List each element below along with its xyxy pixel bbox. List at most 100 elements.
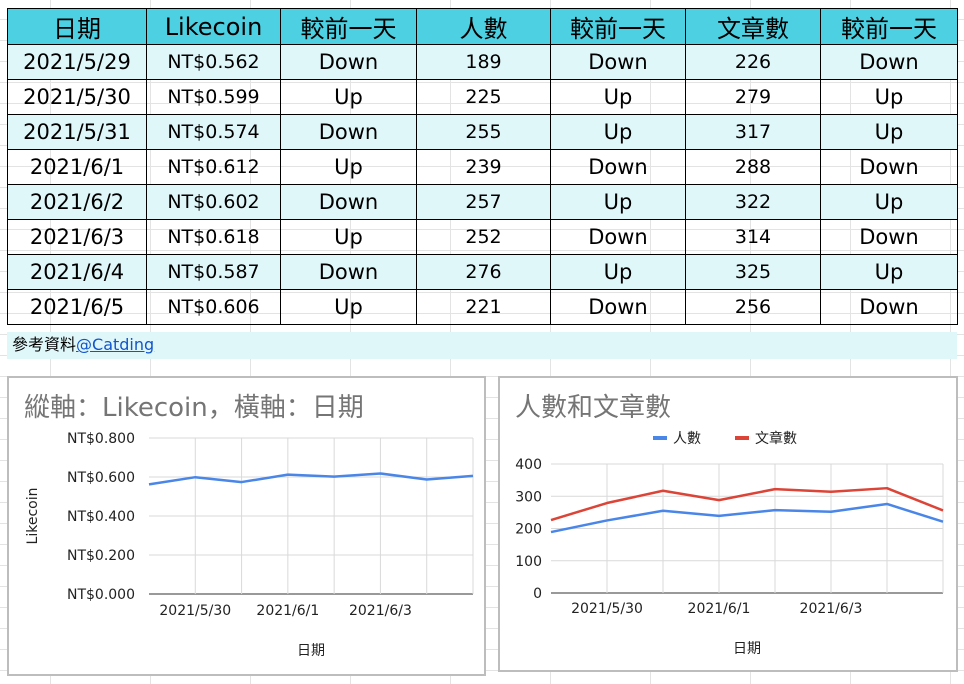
y-tick-label: 100 (515, 554, 542, 570)
cell-people[interactable]: 221 (416, 289, 551, 325)
chart-title: 人數和文章數 (515, 393, 671, 423)
header-people[interactable]: 人數 (416, 8, 551, 45)
cell-change[interactable]: Down (820, 149, 958, 185)
header-likecoin-change[interactable]: 較前一天 (280, 8, 417, 45)
series-line-2 (550, 486, 944, 522)
y-tick-label: 300 (515, 489, 542, 505)
reference-row[interactable]: 參考資料@Catding (7, 332, 957, 359)
header-articles-change[interactable]: 較前一天 (820, 8, 958, 45)
cell-articles[interactable]: 317 (685, 114, 821, 150)
cell-change[interactable]: Up (550, 79, 686, 115)
cell-change[interactable]: Down (820, 289, 958, 325)
cell-articles[interactable]: 322 (685, 184, 821, 220)
cell-likecoin[interactable]: NT$0.602 (146, 184, 281, 220)
cell-change[interactable]: Down (550, 149, 686, 185)
cell-people[interactable]: 276 (416, 254, 551, 290)
cell-articles[interactable]: 226 (685, 44, 821, 80)
table-row: 2021/5/30 NT$0.599 Up 225 Up 279 Up (7, 79, 958, 115)
cell-articles[interactable]: 256 (685, 289, 821, 325)
cell-people[interactable]: 257 (416, 184, 551, 220)
cell-likecoin[interactable]: NT$0.606 (146, 289, 281, 325)
cell-people[interactable]: 255 (416, 114, 551, 150)
cell-change[interactable]: Down (280, 254, 417, 290)
header-articles[interactable]: 文章數 (685, 8, 821, 45)
reference-label: 參考資料 (12, 335, 77, 354)
cell-date[interactable]: 2021/6/1 (7, 149, 147, 185)
x-axis-title: 日期 (733, 641, 761, 657)
cell-change[interactable]: Down (820, 219, 958, 255)
y-tick-label: 200 (515, 522, 542, 538)
data-table: 日期 Likecoin 較前一天 人數 較前一天 文章數 較前一天 2021/5… (7, 8, 958, 325)
header-date[interactable]: 日期 (7, 8, 147, 45)
table-row: 2021/6/3 NT$0.618 Up 252 Down 314 Down (7, 219, 958, 255)
y-tick-label: 400 (515, 457, 542, 473)
cell-date[interactable]: 2021/5/29 (7, 44, 147, 80)
cell-change[interactable]: Up (820, 254, 958, 290)
cell-change[interactable]: Up (820, 114, 958, 150)
header-row: 日期 Likecoin 較前一天 人數 較前一天 文章數 較前一天 (7, 8, 958, 45)
table-row: 2021/6/1 NT$0.612 Up 239 Down 288 Down (7, 149, 958, 185)
cell-change[interactable]: Up (550, 254, 686, 290)
cell-likecoin[interactable]: NT$0.618 (146, 219, 281, 255)
legend-label: 文章數 (755, 430, 797, 447)
cell-change[interactable]: Up (280, 149, 417, 185)
likecoin-chart-svg: 縱軸：Likecoin，橫軸：日期 NT$0.000 NT$0.200 NT$0.40… (24, 393, 474, 659)
likecoin-chart[interactable]: 縱軸：Likecoin，橫軸：日期 NT$0.000 NT$0.200 NT$0.40… (7, 376, 486, 676)
cell-date[interactable]: 2021/5/30 (7, 79, 147, 115)
table-row: 2021/6/5 NT$0.606 Up 221 Down 256 Down (7, 289, 958, 325)
header-people-change[interactable]: 較前一天 (550, 8, 686, 45)
cell-change[interactable]: Up (820, 79, 958, 115)
cell-date[interactable]: 2021/5/31 (7, 114, 147, 150)
cell-people[interactable]: 239 (416, 149, 551, 185)
cell-date[interactable]: 2021/6/5 (7, 289, 147, 325)
cell-change[interactable]: Down (550, 289, 686, 325)
cell-articles[interactable]: 288 (685, 149, 821, 185)
y-tick-label: NT$0.000 (67, 587, 135, 603)
cell-date[interactable]: 2021/6/4 (7, 254, 147, 290)
people-articles-chart-svg: 人數和文章數 0 100 200 300 400 2021/5/30 2021/6/1 2021… (515, 393, 944, 657)
cell-articles[interactable]: 314 (685, 219, 821, 255)
cell-change[interactable]: Up (280, 219, 417, 255)
y-tick-label: NT$0.600 (67, 470, 135, 486)
header-likecoin[interactable]: Likecoin (146, 8, 281, 45)
x-tick-label: 2021/6/1 (688, 601, 751, 617)
x-tick-label: 2021/5/30 (571, 601, 643, 617)
cell-likecoin[interactable]: NT$0.562 (146, 44, 281, 80)
table-row: 2021/6/2 NT$0.602 Down 257 Up 322 Up (7, 184, 958, 220)
table-row: 2021/6/4 NT$0.587 Down 276 Up 325 Up (7, 254, 958, 290)
cell-people[interactable]: 225 (416, 79, 551, 115)
cell-likecoin[interactable]: NT$0.599 (146, 79, 281, 115)
cell-likecoin[interactable]: NT$0.574 (146, 114, 281, 150)
cell-change[interactable]: Down (280, 184, 417, 220)
cell-change[interactable]: Down (550, 44, 686, 80)
cell-articles[interactable]: 325 (685, 254, 821, 290)
cell-likecoin[interactable]: NT$0.587 (146, 254, 281, 290)
cell-change[interactable]: Up (550, 184, 686, 220)
legend-swatch (735, 436, 749, 440)
cell-change[interactable]: Up (280, 289, 417, 325)
cell-people[interactable]: 252 (416, 219, 551, 255)
table-row: 2021/5/31 NT$0.574 Down 255 Up 317 Up (7, 114, 958, 150)
x-tick-label: 2021/6/1 (256, 603, 319, 619)
legend-swatch (653, 436, 667, 440)
cell-date[interactable]: 2021/6/3 (7, 219, 147, 255)
cell-change[interactable]: Down (550, 219, 686, 255)
reference-link[interactable]: @Catding (76, 335, 155, 354)
x-tick-label: 2021/5/30 (159, 603, 231, 619)
cell-likecoin[interactable]: NT$0.612 (146, 149, 281, 185)
y-tick-label: NT$0.200 (67, 548, 135, 564)
cell-change[interactable]: Down (280, 114, 417, 150)
cell-articles[interactable]: 279 (685, 79, 821, 115)
cell-change[interactable]: Up (280, 79, 417, 115)
cell-change[interactable]: Up (820, 184, 958, 220)
cell-change[interactable]: Down (820, 44, 958, 80)
cell-date[interactable]: 2021/6/2 (7, 184, 147, 220)
people-articles-chart[interactable]: 人數和文章數 0 100 200 300 400 2021/5/30 2021/6/1 2021… (498, 376, 958, 672)
cell-change[interactable]: Up (550, 114, 686, 150)
cell-change[interactable]: Down (280, 44, 417, 80)
x-tick-label: 2021/6/3 (800, 601, 863, 617)
legend-label: 人數 (673, 431, 701, 447)
series-line-1 (550, 502, 944, 534)
cell-people[interactable]: 189 (416, 44, 551, 80)
y-tick-label: 0 (533, 586, 542, 602)
